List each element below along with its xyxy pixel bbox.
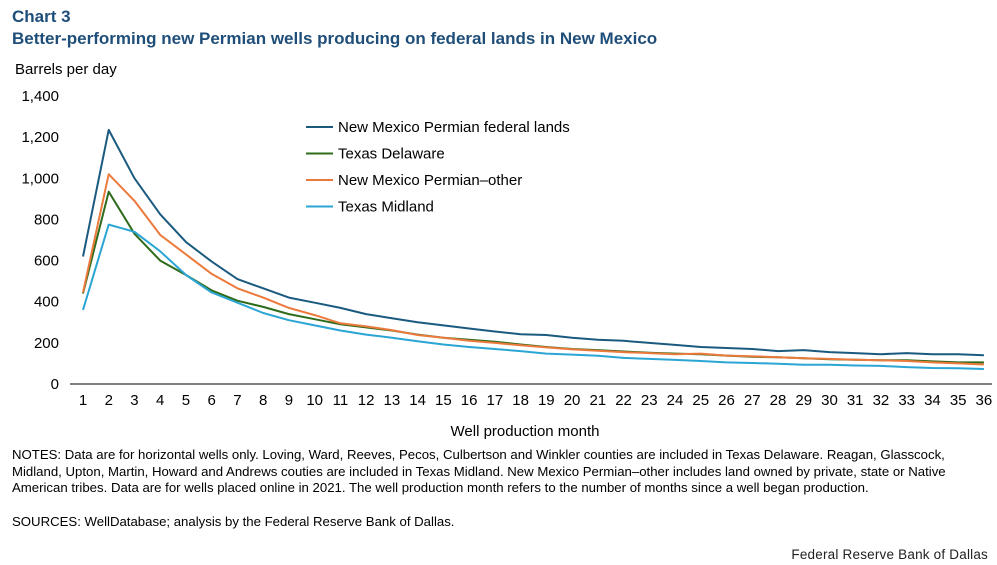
x-tick-label: 10 [306,392,323,409]
x-tick-label: 34 [924,392,941,409]
x-tick-label: 35 [950,392,967,409]
x-tick-label: 31 [847,392,864,409]
x-axis-label: Well production month [450,423,600,440]
x-tick-label: 30 [821,392,838,409]
legend: New Mexico Permian federal lands Texas De… [306,119,570,216]
y-tick-label: 200 [34,335,59,352]
x-axis-ticks: 1 2 3 4 5 6 7 8 9 10 11 12 13 14 15 16 17 18 19 20 21 22 23 24 2… [79,392,992,409]
x-tick-label: 2 [105,392,113,409]
x-tick-label: 25 [692,392,709,409]
x-tick-label: 11 [333,392,349,409]
x-tick-label: 21 [589,392,606,409]
x-tick-label: 1 [79,392,87,409]
y-tick-label: 0 [51,376,59,393]
x-tick-label: 4 [156,392,164,409]
x-tick-label: 23 [641,392,658,409]
x-tick-label: 3 [130,392,138,409]
y-tick-label: 1,000 [21,170,59,187]
chart-number: Chart 3 [12,7,71,26]
chart-title: Better-performing new Permian wells prod… [12,29,658,48]
series-line [82,128,984,357]
x-tick-label: 29 [795,392,812,409]
x-tick-label: 6 [208,392,216,409]
x-tick-label: 9 [285,392,293,409]
y-tick-label: 600 [34,253,59,270]
y-axis-ticks: 0 200 400 600 800 1,000 1,200 1,400 [21,88,59,393]
x-tick-label: 27 [744,392,761,409]
x-tick-label: 20 [564,392,581,409]
x-tick-label: 12 [358,392,375,409]
x-tick-label: 36 [976,392,993,409]
x-tick-label: 18 [512,392,529,409]
x-tick-label: 26 [718,392,735,409]
x-tick-label: 32 [873,392,890,409]
x-tick-label: 33 [898,392,915,409]
footer-credit: Federal Reserve Bank of Dallas [791,547,988,562]
x-tick-label: 5 [182,392,190,409]
legend-label: Texas Midland [338,199,434,216]
y-tick-label: 800 [34,211,59,228]
x-tick-label: 24 [667,392,684,409]
x-tick-label: 13 [384,392,401,409]
legend-label: New Mexico Permian federal lands [338,119,570,136]
y-tick-label: 400 [34,294,59,311]
x-tick-label: 17 [486,392,503,409]
legend-label: Texas Delaware [338,146,445,163]
y-axis-label: Barrels per day [15,61,117,78]
x-tick-label: 22 [615,392,632,409]
x-tick-label: 8 [259,392,267,409]
x-tick-label: 15 [435,392,452,409]
series-lines [82,128,984,370]
x-tick-label: 16 [461,392,478,409]
notes-text: NOTES: Data are for horizontal wells onl… [12,447,946,496]
sources-text: SOURCES: WellDatabase; analysis by the F… [12,514,455,529]
series-line [82,223,984,370]
x-tick-label: 14 [409,392,426,409]
x-tick-label: 7 [233,392,241,409]
y-tick-label: 1,200 [21,129,59,146]
legend-label: New Mexico Permian–other [338,172,522,189]
x-tick-label: 19 [538,392,555,409]
y-tick-label: 1,400 [21,88,59,105]
series-line [82,173,984,366]
x-tick-label: 28 [770,392,787,409]
